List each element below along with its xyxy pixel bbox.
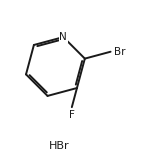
Text: N: N xyxy=(59,32,67,42)
Text: Br: Br xyxy=(114,47,125,57)
Text: F: F xyxy=(69,110,75,120)
Text: HBr: HBr xyxy=(49,141,70,151)
